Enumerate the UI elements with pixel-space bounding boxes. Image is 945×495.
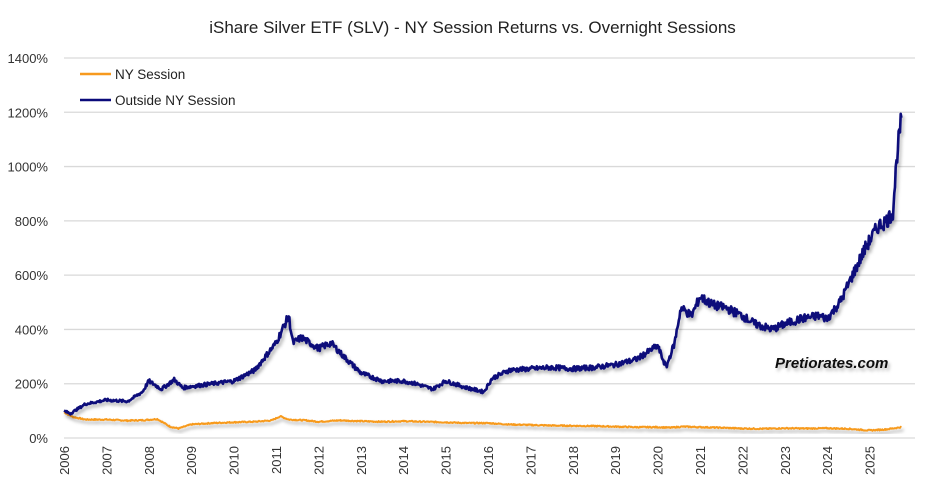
plot-lines <box>63 112 903 432</box>
x-tick-label: 2024 <box>820 446 835 475</box>
x-tick-label: 2008 <box>142 446 157 475</box>
watermark-annotation: Pretiorates.com <box>775 355 888 372</box>
legend-label-ny-session: NY Session <box>115 67 185 82</box>
x-tick-label: 2006 <box>57 446 72 475</box>
x-tick-label: 2009 <box>184 446 199 475</box>
y-tick-label: 200% <box>15 377 49 392</box>
x-tick-label: 2016 <box>481 446 496 475</box>
x-tick-label: 2018 <box>566 446 581 475</box>
x-tick-label: 2007 <box>99 446 114 475</box>
chart-title: iShare Silver ETF (SLV) - NY Session Ret… <box>209 18 736 37</box>
y-tick-label: 1000% <box>8 160 49 175</box>
x-tick-label: 2023 <box>778 446 793 475</box>
y-tick-label: 600% <box>15 268 49 283</box>
x-tick-label: 2022 <box>735 446 750 475</box>
y-tick-label: 1400% <box>8 51 49 66</box>
x-tick-label: 2021 <box>693 446 708 475</box>
y-tick-label: 400% <box>15 322 49 337</box>
x-tick-label: 2011 <box>269 446 284 474</box>
legend: NY Session Outside NY Session <box>80 67 236 108</box>
x-tick-label: 2010 <box>227 446 242 475</box>
legend-label-outside-ny-session: Outside NY Session <box>115 93 236 108</box>
x-tick-label: 2017 <box>523 446 538 475</box>
series-line-ny-session <box>63 411 902 432</box>
x-axis: 2006 2007 2008 2009 2010 2011 2012 2013 2014 2015… <box>57 446 878 475</box>
x-tick-label: 2014 <box>396 446 411 475</box>
x-tick-label: 2019 <box>608 446 623 475</box>
y-tick-label: 800% <box>15 214 49 229</box>
x-tick-label: 2020 <box>651 446 666 475</box>
x-tick-label: 2015 <box>439 446 454 475</box>
series-line-outside-ny-session <box>63 112 903 416</box>
x-tick-label: 2012 <box>311 446 326 475</box>
x-tick-label: 2025 <box>863 446 878 475</box>
x-tick-label: 2013 <box>354 446 369 475</box>
y-tick-label: 1200% <box>8 105 49 120</box>
y-tick-label: 0% <box>29 431 48 446</box>
y-axis: 0% 200% 400% 600% 800% 1000% 1200% 1400% <box>8 51 49 446</box>
